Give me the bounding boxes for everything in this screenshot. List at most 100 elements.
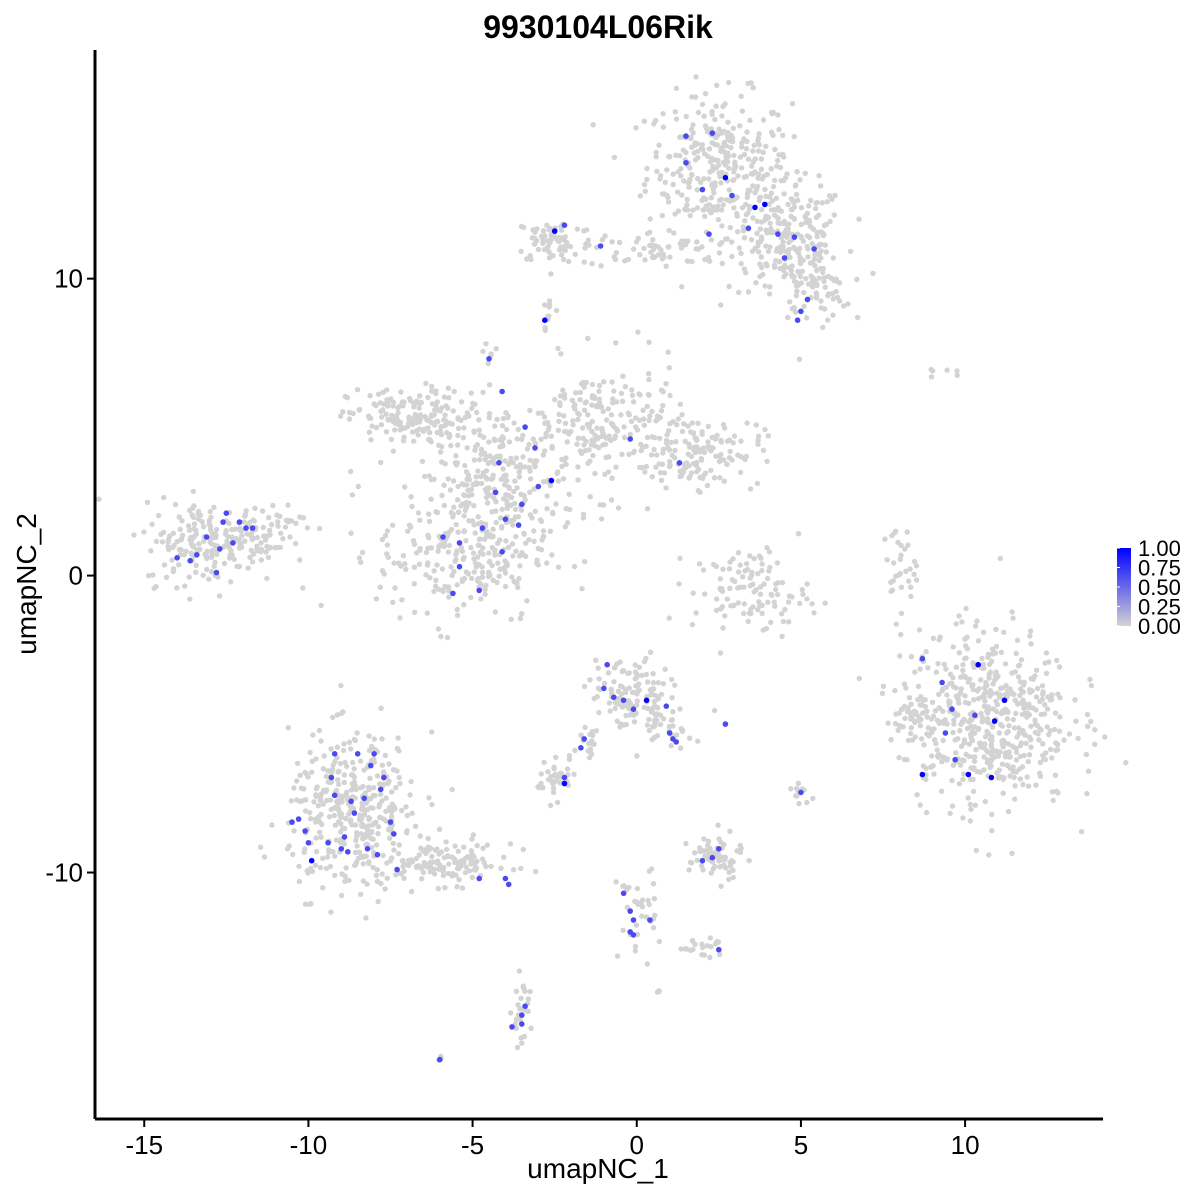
cell-point xyxy=(313,819,319,825)
cell-point xyxy=(223,528,229,534)
cell-point xyxy=(794,288,800,294)
cell-point xyxy=(710,866,716,872)
cell-point xyxy=(686,475,692,481)
expressing-cell-point xyxy=(519,1021,525,1027)
cell-point xyxy=(469,874,475,880)
cell-point xyxy=(784,222,791,228)
cell-point xyxy=(830,296,837,302)
cell-point xyxy=(856,675,862,682)
cell-point xyxy=(200,524,207,530)
cell-point xyxy=(480,348,486,355)
cell-point xyxy=(370,864,376,871)
cell-point xyxy=(917,723,924,729)
cell-point xyxy=(759,602,765,608)
cell-point xyxy=(582,448,588,454)
cell-point xyxy=(915,713,922,719)
cell-point xyxy=(313,756,319,762)
cell-point xyxy=(169,557,175,563)
cell-point xyxy=(685,238,691,244)
cell-point xyxy=(726,79,732,86)
legend-break-label: 0.75 xyxy=(1138,556,1181,581)
cell-point xyxy=(423,572,429,578)
cell-point xyxy=(960,771,967,777)
cell-point xyxy=(487,558,493,565)
cell-point xyxy=(413,863,420,870)
cell-point xyxy=(609,475,615,481)
cell-point xyxy=(755,175,761,181)
cell-point xyxy=(726,283,732,290)
cell-point xyxy=(379,762,385,768)
cell-point xyxy=(514,436,520,442)
cell-point xyxy=(336,800,342,806)
cell-point xyxy=(648,691,655,697)
cell-point xyxy=(368,796,374,802)
cell-point xyxy=(952,737,958,743)
cell-point xyxy=(713,563,720,570)
cell-point xyxy=(767,564,773,571)
legend-break-label: 0.50 xyxy=(1138,575,1181,600)
expressing-cell-point xyxy=(496,460,502,466)
cell-point xyxy=(947,810,953,817)
cell-point xyxy=(324,854,331,860)
cell-point xyxy=(371,736,378,742)
cell-point xyxy=(766,291,773,297)
cell-point xyxy=(377,791,384,798)
cell-point xyxy=(644,506,651,512)
cell-point xyxy=(561,237,567,243)
cell-point xyxy=(718,451,724,458)
expressing-cell-point xyxy=(611,694,617,701)
cell-point xyxy=(428,413,434,420)
cell-point xyxy=(1009,609,1015,615)
cell-point xyxy=(348,746,354,752)
cell-point xyxy=(992,650,999,656)
cell-point xyxy=(739,205,746,211)
cell-point xyxy=(464,504,470,510)
cell-point xyxy=(709,859,716,865)
cell-point xyxy=(691,150,697,156)
cell-point xyxy=(915,683,922,690)
cell-point xyxy=(612,433,618,439)
cell-point xyxy=(679,728,686,735)
cell-point xyxy=(759,567,765,574)
cell-point xyxy=(508,616,514,622)
cell-point xyxy=(905,737,912,744)
cell-point xyxy=(265,554,272,561)
cell-point xyxy=(836,280,843,286)
cell-point xyxy=(727,198,733,204)
cell-point xyxy=(521,985,527,991)
cell-point xyxy=(766,194,773,200)
cell-point xyxy=(804,315,810,321)
cell-point xyxy=(564,520,571,526)
cell-point xyxy=(421,428,427,434)
cell-point xyxy=(532,440,539,446)
cell-point xyxy=(360,878,367,884)
cell-point xyxy=(610,396,616,402)
cell-point xyxy=(788,206,795,213)
cell-point xyxy=(313,835,319,841)
cell-point xyxy=(658,387,665,393)
cell-point xyxy=(685,423,691,429)
cell-point xyxy=(963,643,969,649)
cell-point xyxy=(1018,657,1025,663)
cell-point xyxy=(539,537,545,543)
expressing-cell-point xyxy=(781,255,788,261)
expressing-cell-point xyxy=(798,308,804,315)
cell-point xyxy=(337,760,344,767)
cell-point xyxy=(955,696,961,702)
cell-point xyxy=(695,466,702,472)
cell-point xyxy=(360,803,366,810)
cell-point xyxy=(186,574,192,580)
cell-point xyxy=(823,249,829,255)
cell-point xyxy=(379,736,385,742)
cell-point xyxy=(718,839,724,846)
cell-point xyxy=(547,482,554,489)
expressing-cell-point xyxy=(620,890,627,897)
expressing-cell-point xyxy=(561,780,568,787)
cell-point xyxy=(695,175,701,182)
cell-point xyxy=(346,416,353,422)
cell-point xyxy=(705,254,712,261)
cell-point xyxy=(204,554,210,560)
cell-point xyxy=(728,603,734,609)
cell-point xyxy=(819,200,825,206)
cell-point xyxy=(670,723,676,729)
